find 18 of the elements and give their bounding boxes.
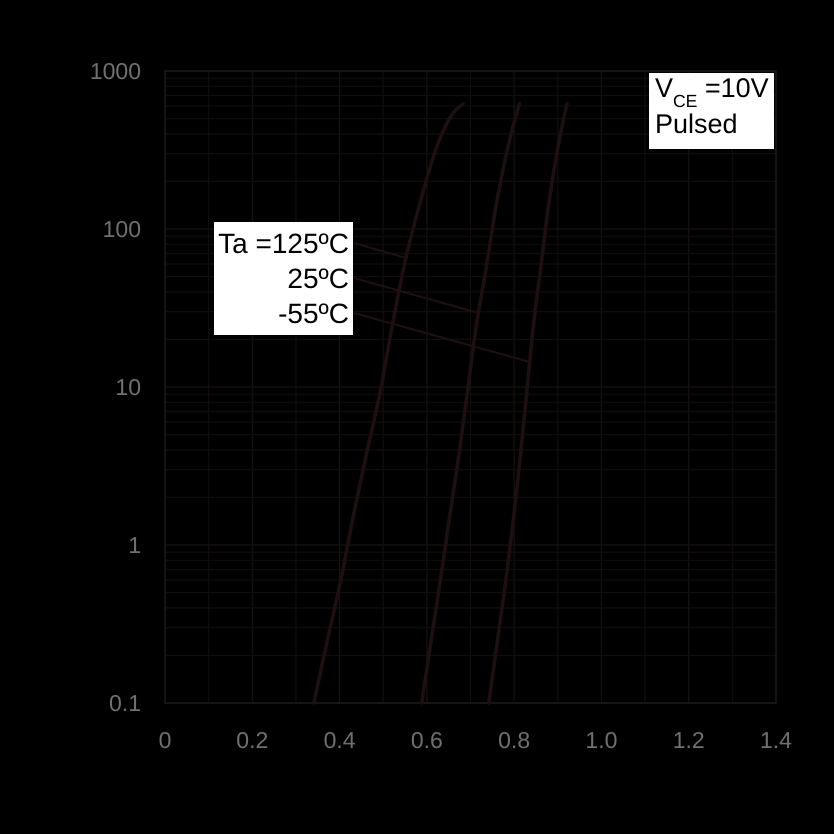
x-tick-label: 0 <box>158 727 172 753</box>
y-tick-label: 10 <box>115 374 141 400</box>
y-tick-label: 0.1 <box>109 690 141 716</box>
x-tick-label: 0.8 <box>498 727 530 753</box>
x-tick-label: 1.0 <box>585 727 618 753</box>
x-tick-label: 0.4 <box>324 727 356 753</box>
legend-label: Ta =125ºC <box>218 228 349 259</box>
x-tick-label: 0.6 <box>410 727 443 753</box>
annotation: Pulsed <box>655 109 738 139</box>
x-tick-label: 1.2 <box>672 727 705 753</box>
y-tick-label: 1000 <box>90 58 141 84</box>
annotation: V$_{CE}$ =10V <box>655 73 769 111</box>
text: -55ºC <box>278 298 349 329</box>
y-tick-label: 100 <box>102 216 141 242</box>
x-tick-label: 1.4 <box>760 727 792 753</box>
y-tick-label: 1 <box>128 532 141 558</box>
legend-label: 25ºC <box>287 263 349 294</box>
x-tick-label: 0.2 <box>236 727 268 753</box>
